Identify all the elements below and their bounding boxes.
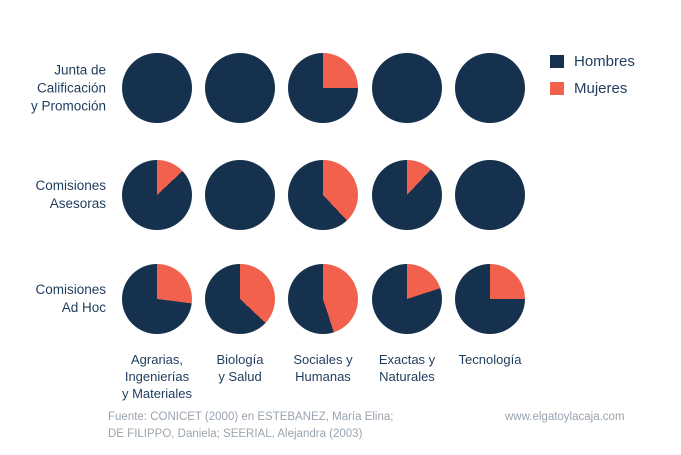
pie-chart-r2-c1 (122, 160, 192, 230)
pie-chart-r1-c2 (205, 53, 275, 123)
pie-chart-r3-c4 (372, 264, 442, 334)
column-label-2: Biología y Salud (216, 352, 264, 384)
legend-label-mujeres: Mujeres (574, 80, 628, 97)
pie-chart-r3-c1 (122, 264, 192, 334)
pie-chart-r3-c5 (455, 264, 525, 334)
pie-chart-r2-c3 (288, 160, 358, 230)
source-citation: Fuente: CONICET (2000) en ESTEBANEZ, Mar… (108, 411, 394, 441)
pie-chart-r2-c4 (372, 160, 442, 230)
pie-chart-r1-c3 (288, 53, 358, 123)
row-label-1: Junta de Calificación y Promoción (30, 62, 106, 113)
legend: Hombres Mujeres (550, 53, 635, 107)
column-label-5: Tecnología (458, 352, 522, 367)
legend-item-mujeres: Mujeres (550, 80, 635, 97)
column-label-1: Agrarias, Ingenierías y Materiales (121, 352, 193, 401)
pie-chart-r1-c5 (455, 53, 525, 123)
pie-chart-r1-c1 (122, 53, 192, 123)
pie-chart-r3-c3 (288, 264, 358, 334)
pie-chart-r3-c2 (205, 264, 275, 334)
row-label-3: Comisiones Ad Hoc (35, 282, 106, 315)
website-text: www.elgatoylacaja.com (505, 411, 625, 423)
hombres-swatch-icon (550, 55, 564, 68)
column-label-4: Exactas y Naturales (378, 352, 436, 384)
legend-label-hombres: Hombres (574, 53, 635, 70)
pie-chart-r2-c2 (205, 160, 275, 230)
pie-chart-r1-c4 (372, 53, 442, 123)
pie-chart-r2-c5 (455, 160, 525, 230)
legend-item-hombres: Hombres (550, 53, 635, 70)
column-label-3: Sociales y Humanas (293, 352, 353, 384)
mujeres-swatch-icon (550, 82, 564, 95)
row-label-2: Comisiones Asesoras (35, 178, 106, 211)
